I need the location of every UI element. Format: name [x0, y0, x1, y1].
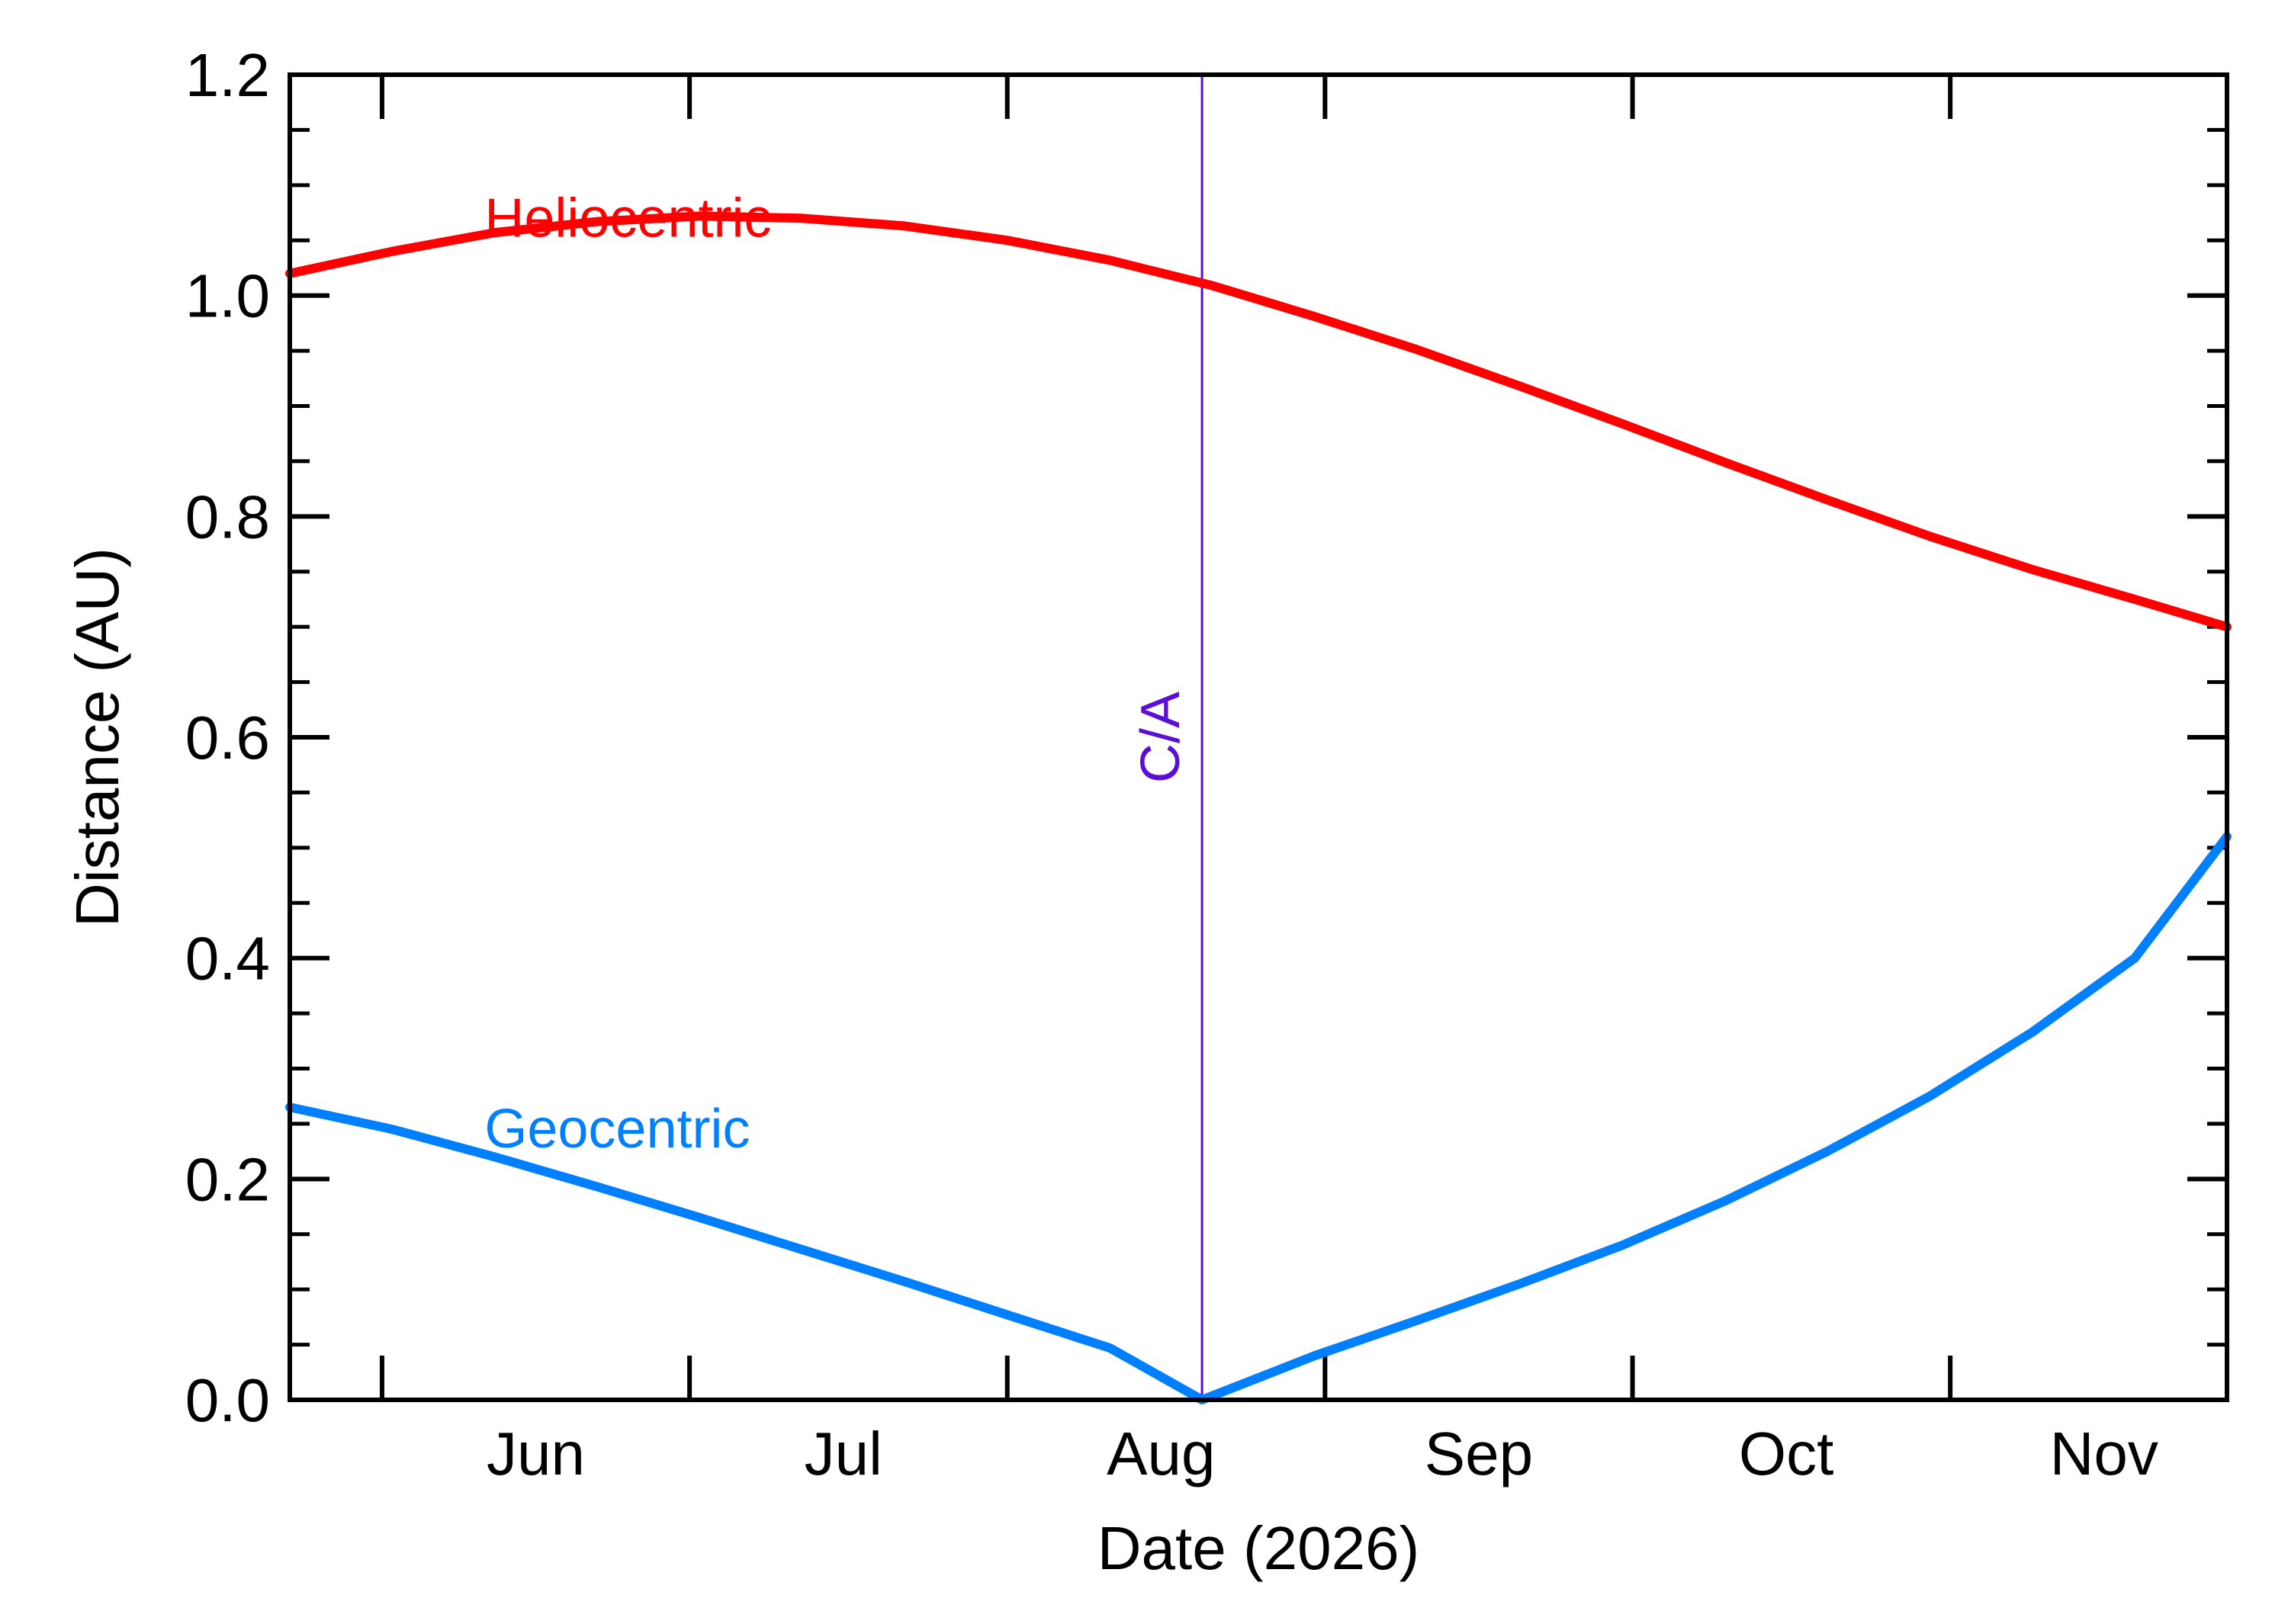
y-tick-label: 1.2: [185, 41, 270, 109]
y-tick-label: 0.4: [185, 925, 270, 993]
closest-approach-label: C/A: [1130, 692, 1191, 783]
plot-frame: [288, 72, 2229, 1402]
y-tick-label: 1.0: [185, 262, 270, 330]
y-tick-label: 0.6: [185, 704, 270, 772]
x-tick-label: Aug: [1107, 1420, 1215, 1488]
series-label-geocentric: Geocentric: [484, 1099, 750, 1160]
y-axis-title: Distance (AU): [63, 547, 131, 927]
y-tick-label: 0.8: [185, 483, 270, 550]
y-tick-label: 0.0: [185, 1366, 270, 1434]
x-tick-label: Jun: [487, 1420, 585, 1488]
x-tick-label: Jul: [805, 1420, 882, 1488]
x-tick-label: Sep: [1425, 1420, 1533, 1488]
x-tick-label: Nov: [2050, 1420, 2158, 1488]
series-line-heliocentric: [285, 211, 2232, 632]
plot-marks: 0.0 0.2 0.4 0.6 0.8 1.0 1.2 Jun Jul Aug Sep Oct Nov H…: [185, 41, 2232, 1488]
y-tick-label: 0.2: [185, 1145, 270, 1213]
x-axis-title: Date (2026): [1097, 1514, 1419, 1582]
series-line-geocentric: [285, 832, 2232, 1404]
x-tick-label: Oct: [1739, 1420, 1833, 1488]
series-label-heliocentric: Heliocentric: [484, 188, 771, 249]
